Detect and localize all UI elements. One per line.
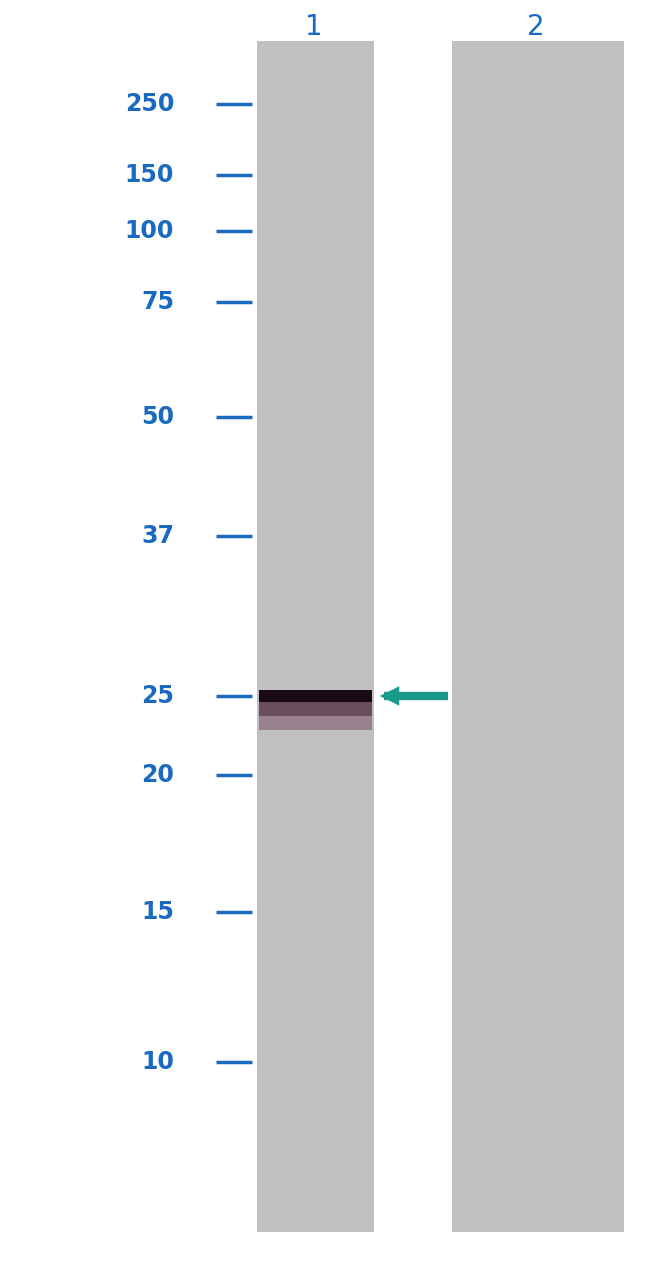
Bar: [259, 702, 372, 730]
Text: 20: 20: [141, 763, 174, 786]
Text: 2: 2: [527, 13, 545, 41]
Text: 15: 15: [141, 900, 174, 923]
Text: 25: 25: [141, 685, 174, 707]
Bar: [452, 41, 624, 1232]
Text: 150: 150: [125, 164, 174, 187]
Text: 10: 10: [141, 1050, 174, 1073]
Text: 250: 250: [125, 93, 174, 116]
Text: 75: 75: [141, 291, 174, 314]
Text: 100: 100: [125, 220, 174, 243]
Bar: [259, 690, 372, 702]
Bar: [259, 702, 372, 716]
Text: 1: 1: [305, 13, 323, 41]
Text: 37: 37: [141, 525, 174, 547]
Bar: [257, 41, 374, 1232]
Text: 50: 50: [141, 405, 174, 428]
